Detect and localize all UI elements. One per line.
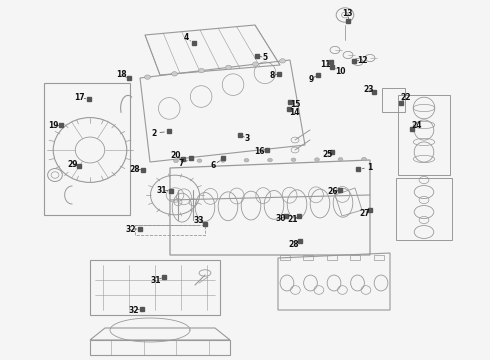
- Bar: [374, 255, 384, 260]
- Text: 32: 32: [125, 225, 136, 234]
- Ellipse shape: [225, 65, 231, 69]
- Text: 7: 7: [179, 159, 184, 168]
- Text: 8: 8: [270, 71, 274, 80]
- Text: 31: 31: [156, 186, 167, 194]
- Ellipse shape: [198, 68, 204, 73]
- Text: 10: 10: [335, 67, 346, 76]
- Text: 27: 27: [360, 209, 370, 217]
- Ellipse shape: [197, 159, 202, 162]
- Text: 9: 9: [309, 75, 314, 84]
- Text: 12: 12: [357, 55, 368, 65]
- Text: 15: 15: [290, 100, 300, 109]
- Text: 24: 24: [411, 122, 422, 130]
- Text: 11: 11: [320, 60, 331, 69]
- Ellipse shape: [173, 159, 178, 163]
- Ellipse shape: [244, 158, 249, 162]
- Bar: [303, 255, 313, 260]
- Text: 16: 16: [254, 148, 265, 156]
- Text: 29: 29: [67, 161, 78, 169]
- Text: 1: 1: [368, 163, 372, 172]
- Text: 33: 33: [193, 216, 204, 225]
- Text: 23: 23: [363, 85, 374, 94]
- Text: 18: 18: [116, 71, 127, 79]
- Text: 25: 25: [322, 150, 333, 158]
- Text: 14: 14: [289, 108, 299, 117]
- Text: 13: 13: [343, 9, 353, 18]
- Text: 26: 26: [327, 187, 338, 196]
- Ellipse shape: [172, 72, 177, 76]
- Text: 30: 30: [275, 214, 286, 223]
- Text: 22: 22: [400, 94, 411, 102]
- Ellipse shape: [315, 158, 319, 161]
- Text: 19: 19: [48, 122, 58, 130]
- Text: 5: 5: [262, 53, 267, 62]
- Text: 32: 32: [128, 306, 139, 315]
- Ellipse shape: [252, 62, 258, 66]
- Ellipse shape: [280, 59, 286, 63]
- Text: 31: 31: [150, 276, 161, 284]
- Ellipse shape: [338, 157, 343, 161]
- Ellipse shape: [291, 158, 296, 162]
- Text: 28: 28: [129, 165, 140, 174]
- Text: 20: 20: [170, 151, 181, 160]
- Text: 3: 3: [245, 134, 250, 143]
- Text: 6: 6: [211, 161, 216, 170]
- Text: 4: 4: [184, 33, 189, 42]
- Text: 21: 21: [287, 215, 298, 224]
- Text: 2: 2: [152, 129, 157, 138]
- Bar: [280, 255, 290, 260]
- Ellipse shape: [220, 159, 225, 162]
- Ellipse shape: [362, 157, 367, 161]
- Bar: [350, 255, 360, 260]
- Text: 28: 28: [289, 240, 299, 248]
- Ellipse shape: [145, 75, 150, 79]
- Ellipse shape: [268, 158, 272, 162]
- Bar: [327, 255, 337, 260]
- Text: 17: 17: [74, 94, 85, 102]
